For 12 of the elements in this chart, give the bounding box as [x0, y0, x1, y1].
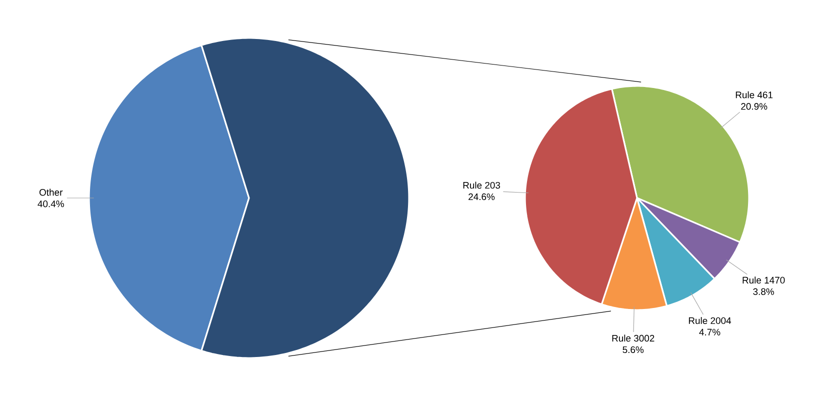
data-label: 24.6% — [468, 193, 495, 200]
slice-label: Other — [40, 188, 63, 196]
slice-label: Rule 1470 — [742, 276, 785, 284]
data-label: 3.8% — [753, 288, 774, 295]
data-label: 4.7% — [699, 328, 720, 336]
slice-label: Rule 461 — [736, 91, 773, 98]
data-label: 20.9% — [741, 103, 768, 110]
slice-label: Rule 203 — [463, 182, 500, 189]
data-label: 40.4% — [38, 200, 64, 208]
slice-label: Rule 3002 — [612, 334, 654, 342]
slice-label: Rule 2004 — [688, 317, 732, 324]
data-label: 5.6% — [622, 346, 644, 354]
